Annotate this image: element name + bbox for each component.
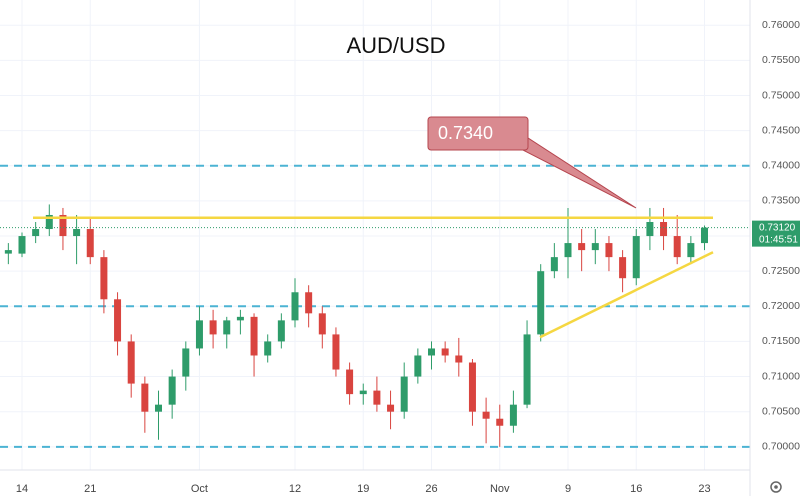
candle-body [455,355,463,363]
chart-title: AUD/USD [346,33,445,58]
candle-body [182,348,190,377]
candle-body [359,390,367,395]
candle-body [155,404,162,412]
candle-body [550,257,558,272]
y-tick-label: 0.76000 [762,19,800,31]
candle-body [605,243,613,258]
candle-body [537,271,545,335]
y-tick-label: 0.73500 [762,195,800,207]
y-tick-label: 0.72500 [762,265,800,277]
candle-body [468,362,476,412]
last-price-box [752,220,800,247]
candle-body [591,243,599,251]
plot [0,164,750,448]
x-tick-label: Nov [490,483,510,495]
candle-body [619,257,627,279]
y-tick-label: 0.75500 [762,54,800,66]
candle-body [114,299,122,342]
x-tick-label: 26 [425,483,437,495]
candle-body [564,243,572,258]
candle-body [86,229,94,258]
candle-body [673,236,681,258]
x-tick-label: 14 [16,483,28,495]
y-tick-label: 0.70000 [762,441,800,453]
candle-body [141,383,149,412]
candle-body [318,313,326,335]
x-tick-label: 23 [698,483,710,495]
candle-body [4,250,12,254]
x-tick-label: Oct [191,483,208,495]
candle-body [100,257,108,300]
trend-line [539,251,714,339]
candle-body [509,404,517,426]
candle-body [32,229,40,237]
x-tick-label: 21 [84,483,96,495]
y-tick-label: 0.71000 [762,370,800,382]
candle-body [578,243,586,251]
callout-box [427,116,529,151]
candle-body [59,214,67,237]
x-tick-label: 9 [565,483,571,495]
candle-body [277,320,285,342]
candle-body [45,214,53,230]
candle-body [127,341,135,384]
candle-body [18,236,26,254]
countdown-label: 01:45:51 [759,234,798,245]
y-tick-label: 0.70500 [762,405,800,417]
candle-body [496,418,504,426]
candle-body [73,229,81,237]
candle-body [632,236,640,279]
candle-body [209,320,217,335]
candle-body [195,320,203,349]
candle-body [373,390,381,405]
callout-label: 0.7340 [438,123,493,143]
candle-body [264,341,272,356]
last-price-label: 0.73120 [759,222,796,233]
y-tick-label: 0.75000 [762,89,800,101]
candle-body [400,376,408,412]
candle-body [250,316,258,356]
candle-body [428,348,435,356]
candle-body [346,369,354,395]
y-tick-label: 0.74500 [762,124,800,136]
y-tick-label: 0.72000 [762,300,800,312]
candle-body [387,404,395,412]
candle-body [441,348,449,356]
y-tick-label: 0.71500 [762,335,800,347]
candle-body [236,316,244,321]
candle-body [168,376,176,405]
x-tick-label: 16 [630,483,642,495]
candle-body [291,292,299,321]
candle-body [523,334,531,405]
candle-body [701,227,708,244]
candle-body [687,243,695,258]
candle-body [223,320,231,335]
candle-body [660,222,668,237]
settings-icon[interactable] [770,481,782,493]
candle-body [482,411,490,419]
candle-body [332,334,340,370]
y-tick-label: 0.74000 [762,160,800,172]
x-tick-label: 19 [357,483,369,495]
candle-body [305,292,313,314]
candle-body [414,355,422,377]
candle-body [646,222,654,237]
x-tick-label: 12 [289,483,301,495]
